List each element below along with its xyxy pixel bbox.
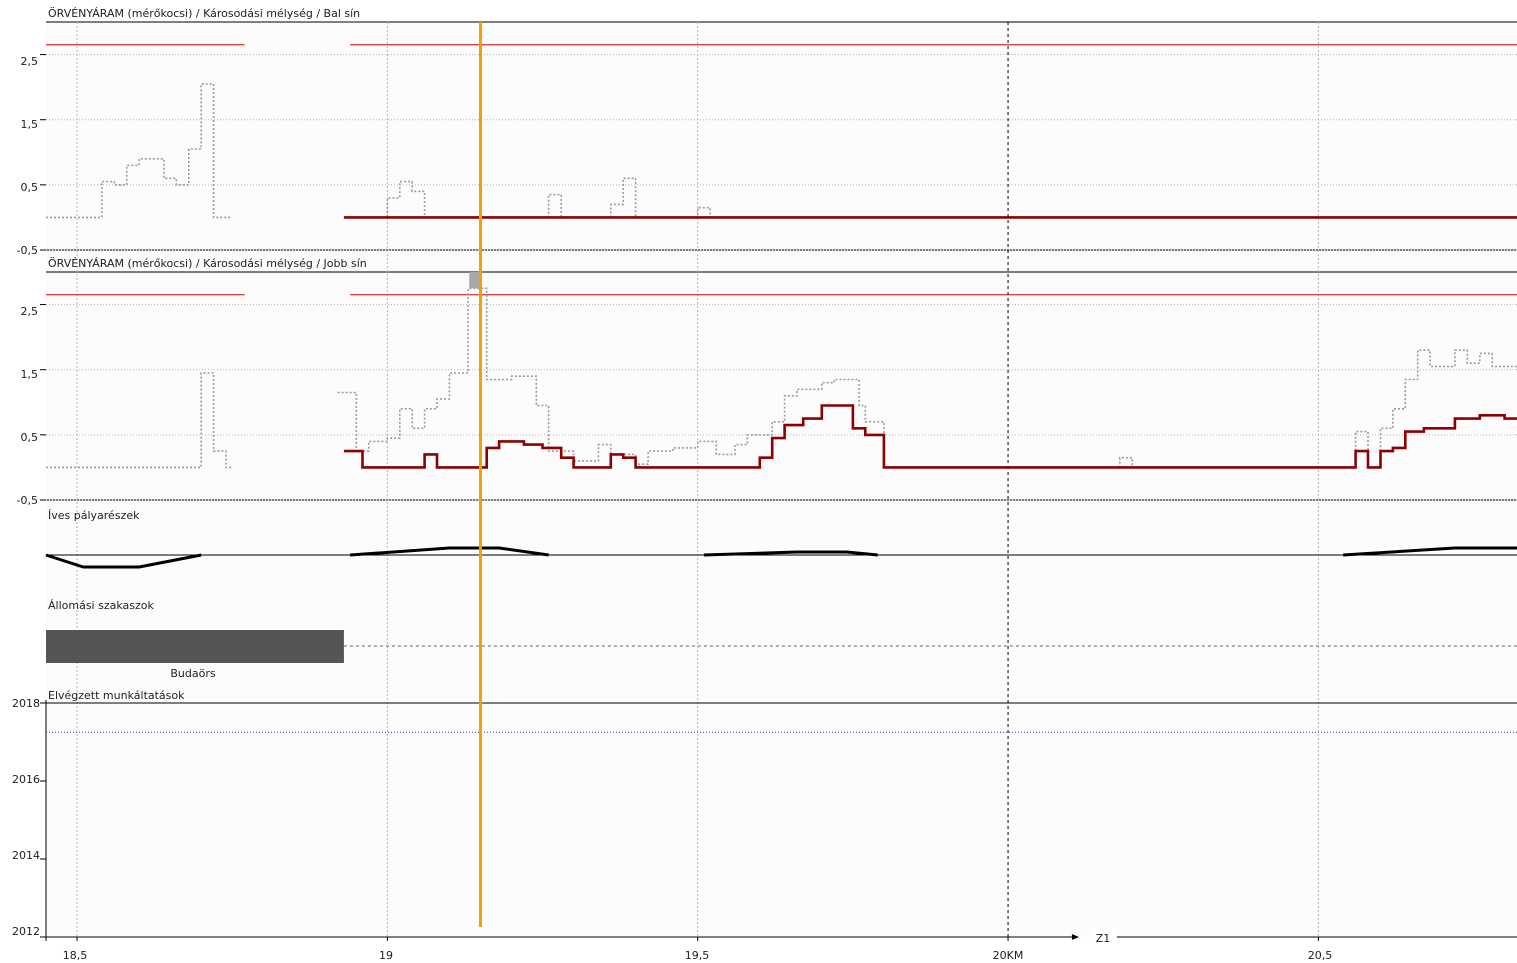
ytick-label: 2012 — [12, 925, 40, 938]
xtick-label: 18,5 — [63, 949, 88, 962]
raw-series-line — [46, 83, 233, 219]
ytick-label: 1,5 — [21, 118, 39, 131]
ytick-label: -0,5 — [17, 244, 38, 257]
xtick-label: 20,5 — [1308, 949, 1333, 962]
z1-marker-label: Z1 — [1096, 932, 1111, 945]
ytick-label: 2,5 — [21, 55, 39, 68]
z1-label-bg — [1090, 930, 1116, 944]
panel-title-bal-sin: ÖRVÉNYÁRAM (mérőkocsi) / Károsodási mély… — [48, 7, 360, 20]
grid-layer — [40, 22, 1517, 938]
panel-title-ives: Íves pályarészek — [48, 509, 140, 522]
xtick-label: 19,5 — [685, 949, 710, 962]
plot-area — [46, 22, 1517, 937]
ytick-label: 0,5 — [21, 181, 39, 194]
curve-section — [1343, 546, 1517, 557]
data-layer — [45, 22, 1517, 941]
panel-title-munkaltatasok: Elvégzett munkáltatások — [48, 689, 185, 702]
peak-marker — [469, 272, 480, 289]
xtick-label: 20KM — [993, 949, 1024, 962]
station-label: Budaörs — [170, 667, 215, 680]
panel-title-allomasi: Állomási szakaszok — [48, 599, 155, 612]
panel-title-jobb-sin: ÖRVÉNYÁRAM (mérőkocsi) / Károsodási mély… — [48, 257, 367, 270]
background-layer — [46, 21, 1517, 937]
ytick-label: 2,5 — [21, 305, 39, 318]
ytick-label: 1,5 — [21, 368, 39, 381]
x-axis-arrow — [1071, 934, 1079, 940]
xtick-label: 19 — [379, 949, 393, 962]
station-bar — [46, 630, 344, 663]
raw-series-line — [337, 287, 1517, 469]
raw-series-line — [46, 372, 233, 469]
raw-series-line — [343, 177, 1517, 219]
ytick-label: 2018 — [12, 697, 40, 710]
ytick-label: 2014 — [12, 849, 40, 862]
curve-section — [349, 546, 549, 557]
curve-section — [45, 553, 202, 569]
measured-series-line — [343, 404, 1517, 469]
curve-section — [703, 550, 878, 557]
ytick-label: 0,5 — [21, 431, 39, 444]
ytick-label: -0,5 — [17, 494, 38, 507]
ytick-label: 2016 — [12, 773, 40, 786]
